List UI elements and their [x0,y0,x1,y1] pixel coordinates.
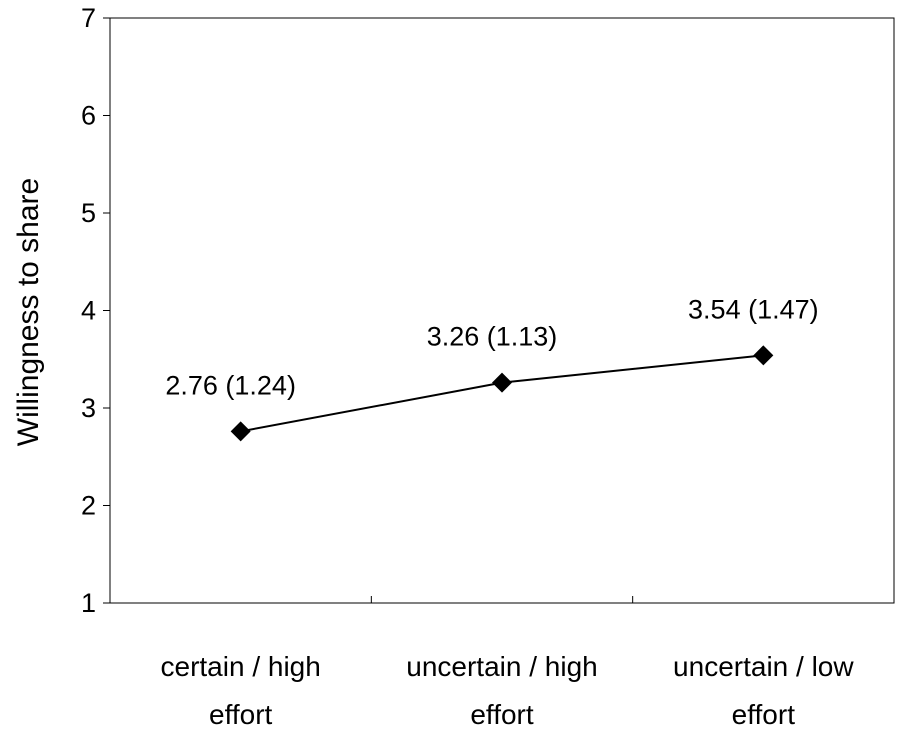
data-label: 3.54 (1.47) [688,294,819,324]
y-tick-label: 7 [81,3,96,33]
x-tick-label: effort [209,699,273,730]
x-tick-label: effort [732,699,796,730]
data-point [753,345,774,366]
y-tick-label: 3 [81,393,96,423]
x-axis: certain / high effort uncertain / high effo… [161,596,854,730]
y-tick-label: 2 [81,491,96,521]
data-labels: 2.76 (1.24) 3.26 (1.13) 3.54 (1.47) [165,294,818,400]
x-category-label: uncertain / high effort [406,651,597,730]
x-tick-label: uncertain / high [406,651,597,682]
data-point [492,372,512,393]
y-tick-label: 5 [81,198,96,228]
data-label: 3.26 (1.13) [427,322,558,352]
x-tick-label: certain / high [161,651,321,682]
x-category-label: certain / high effort [161,651,321,730]
y-tick-label: 6 [81,101,96,131]
x-tick-label: effort [470,699,534,730]
x-tick-label: uncertain / low [673,651,854,682]
x-category-label: uncertain / low effort [673,651,854,730]
y-axis-title: Willingness to share [12,178,45,446]
y-tick-label: 1 [81,588,96,618]
data-point [230,421,251,442]
series-path [240,354,764,433]
y-tick-label: 4 [81,296,96,326]
series-line [230,345,774,442]
data-label: 2.76 (1.24) [165,370,296,400]
y-axis: 1 2 3 4 5 6 7 [81,3,110,618]
